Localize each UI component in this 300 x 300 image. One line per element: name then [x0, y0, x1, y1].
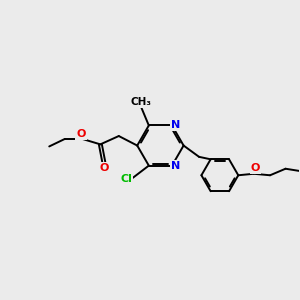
Text: O: O	[99, 163, 109, 172]
Text: Cl: Cl	[121, 174, 133, 184]
Text: CH₃: CH₃	[131, 97, 152, 107]
Text: O: O	[76, 129, 86, 139]
Text: N: N	[171, 160, 181, 171]
Text: N: N	[171, 121, 181, 130]
Text: O: O	[250, 164, 260, 173]
